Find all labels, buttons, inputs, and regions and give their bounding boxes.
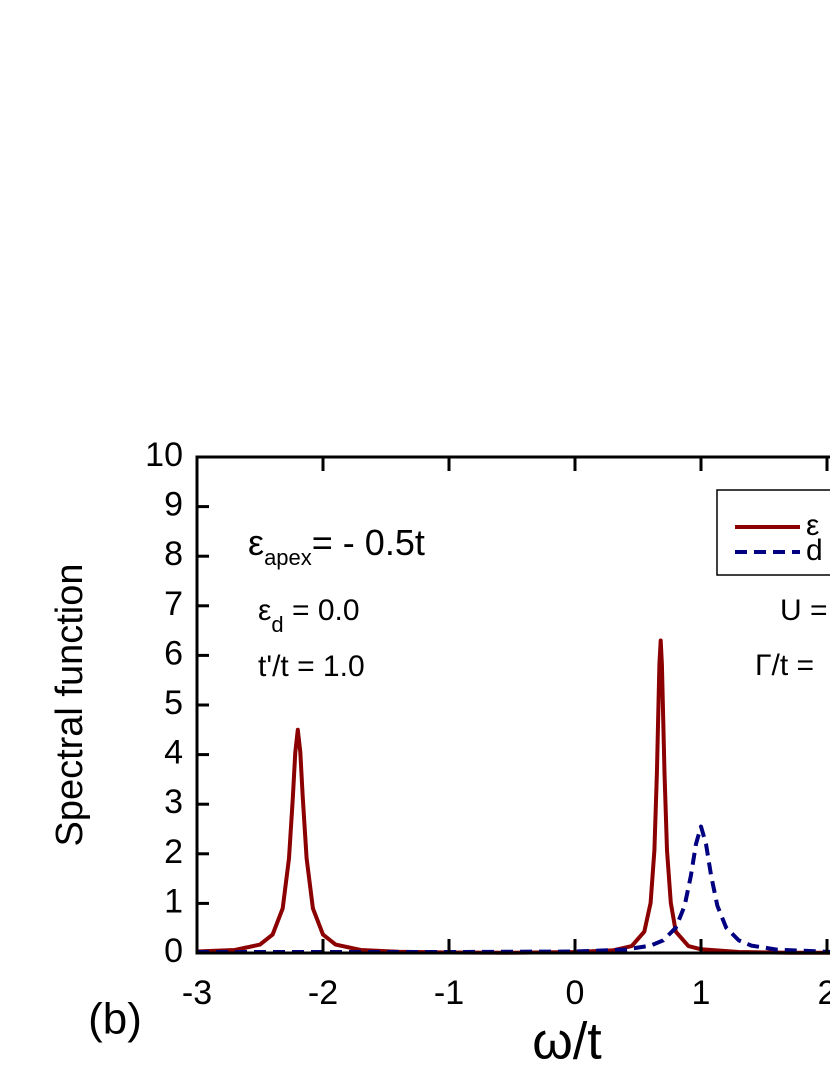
annotation: εapex= - 0.5t [248, 522, 425, 570]
side-note: Γ/t = [755, 649, 814, 682]
legend-label: d [806, 534, 823, 567]
y-tick-label: 6 [164, 634, 183, 672]
x-axis-label: ω/t [532, 1013, 602, 1071]
y-tick-label: 1 [164, 882, 183, 920]
x-tick-label: 0 [566, 974, 585, 1012]
y-tick-label: 4 [164, 734, 183, 772]
annotation: t'/t = 1.0 [258, 650, 365, 683]
y-tick-label: 0 [164, 932, 183, 970]
annotation-rest: = 0.0 [284, 594, 360, 627]
annotation-main: ε [248, 522, 264, 563]
annotation-main: t'/t [258, 650, 289, 683]
x-tick-label: 2 [818, 974, 830, 1012]
y-tick-label: 8 [164, 535, 183, 573]
annotation-sub: apex [264, 545, 312, 570]
y-tick-label: 7 [164, 585, 183, 623]
x-tick-label: 1 [692, 974, 711, 1012]
side-note: U = [780, 594, 828, 627]
annotation-rest: = 1.0 [289, 650, 365, 683]
annotation-main: ε [258, 594, 271, 627]
panel-label: (b) [88, 995, 142, 1044]
x-tick-label: -3 [182, 974, 212, 1012]
y-tick-label: 10 [145, 436, 183, 474]
y-tick-label: 2 [164, 833, 183, 871]
x-tick-label: -1 [434, 974, 464, 1012]
legend-box [716, 489, 830, 576]
annotation-sub: d [271, 612, 283, 637]
legend-label: ε [806, 509, 819, 542]
y-axis-label: Spectral function [49, 563, 91, 846]
y-tick-label: 5 [164, 684, 183, 722]
y-tick-label: 9 [164, 486, 183, 524]
y-tick-label: 3 [164, 783, 183, 821]
annotation-rest: = - 0.5t [312, 522, 425, 563]
x-tick-label: -2 [308, 974, 338, 1012]
annotation: εd = 0.0 [258, 594, 360, 637]
series-line [197, 824, 830, 954]
